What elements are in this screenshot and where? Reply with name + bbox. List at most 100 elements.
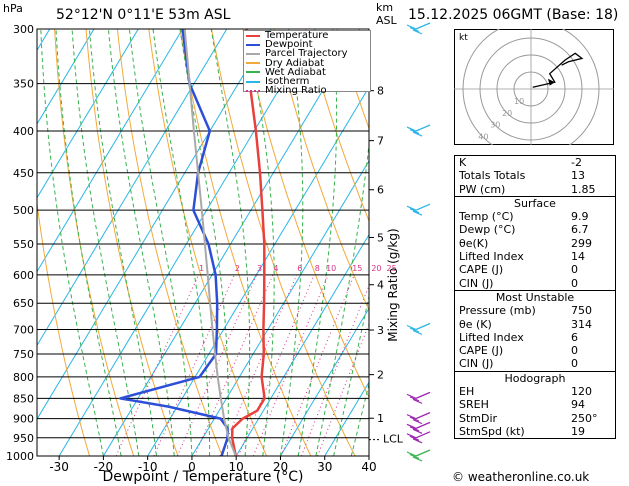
hodograph-ring-label: 30 <box>490 121 500 130</box>
legend-item: Mixing Ratio <box>244 86 370 96</box>
wet-adiabat-line <box>280 29 304 456</box>
height-tick-label: 6 <box>377 184 384 197</box>
table-row: CIN (J) 0 <box>455 357 615 370</box>
pressure-tick-label: 600 <box>13 269 34 282</box>
most-unstable-title: Most Unstable <box>495 290 575 304</box>
legend-swatch <box>246 62 260 65</box>
row-value: 94 <box>571 398 585 412</box>
dry-adiabat-line <box>619 29 629 456</box>
height-tick-label: 8 <box>377 85 384 98</box>
row-value: 314 <box>571 317 592 331</box>
wet-adiabat-line <box>350 382 369 456</box>
parcel-trajectory-profile <box>183 29 237 456</box>
hodograph-ring-label: 20 <box>502 109 512 118</box>
temperature-tick-label: 30 <box>317 460 332 474</box>
surface-title: Surface <box>514 196 556 210</box>
height-tick-label: 1 <box>377 412 384 425</box>
pressure-tick-label: 950 <box>13 432 34 445</box>
mixing-ratio-value-label: 2 <box>235 264 240 273</box>
plot-frame <box>36 28 370 457</box>
mixing-ratio-line <box>219 274 298 456</box>
temperature-axis: -30 -20 -10 0 10 20 30 40 <box>49 456 377 474</box>
row-value: 6 <box>571 330 578 344</box>
row-label: SREH <box>459 398 489 412</box>
row-label: θe(K) <box>459 236 489 250</box>
table-row: Dewp (°C) 6.7 <box>455 223 615 236</box>
legend-item: Dewpoint <box>244 40 370 50</box>
wet-adiabat-line <box>179 29 229 456</box>
legend-swatch <box>246 89 260 92</box>
legend-swatch <box>246 43 260 46</box>
pressure-tick-label: 750 <box>13 348 34 361</box>
isotherm-line <box>37 29 95 125</box>
table-row: SREH 94 <box>455 398 615 411</box>
row-label: Totals Totals <box>459 169 526 183</box>
row-value: 0 <box>571 344 578 358</box>
temperature-tick-label: 10 <box>229 460 244 474</box>
table-row: Pressure (mb) 750 <box>455 304 615 317</box>
table-row: CAPE (J) 0 <box>455 344 615 357</box>
asl-label: ASL <box>376 14 397 27</box>
pressure-tick-label: 700 <box>13 324 34 337</box>
temperature-tick-label: 40 <box>361 460 376 474</box>
wind-barb <box>406 322 431 336</box>
legend-item: Dry Adiabat <box>244 58 370 68</box>
mixing-ratio-value-label: 25 <box>387 264 397 273</box>
pressure-tick-label: 350 <box>13 78 34 91</box>
row-value: 14 <box>571 250 585 264</box>
height-tick-label: 7 <box>377 135 384 148</box>
height-tick-label: 5 <box>377 231 384 244</box>
temperature-tick-label: 0 <box>188 460 196 474</box>
temperature-tick-label: 20 <box>273 460 288 474</box>
pressure-tick-label: 400 <box>13 125 34 138</box>
isotherm-line <box>58 29 316 456</box>
row-value: 120 <box>571 385 592 399</box>
row-label: CAPE (J) <box>459 344 504 358</box>
row-label: K <box>459 156 467 169</box>
wet-adiabat-line <box>210 29 251 456</box>
pressure-unit-label: hPa <box>3 2 23 15</box>
pressure-tick-label: 650 <box>13 297 34 310</box>
table-row: Temp (°C) 9.9 <box>455 210 615 223</box>
legend-swatch <box>246 80 260 83</box>
location-title: 52°12'N 0°11'E 53m ASL <box>56 7 231 23</box>
wind-barbs <box>406 22 431 462</box>
wet-adiabat-line <box>246 29 275 456</box>
height-axis: 8 7 6 5 4 3 2 1 LCL <box>369 85 404 446</box>
row-value: -2 <box>571 156 582 169</box>
legend-swatch <box>246 34 260 37</box>
isotherm-line <box>147 86 369 456</box>
profiles <box>119 29 266 456</box>
isotherm-line <box>0 29 5 456</box>
row-value: 0 <box>571 276 578 290</box>
table-row: Lifted Index 14 <box>455 250 615 263</box>
hodograph-unit-label: kt <box>459 33 468 43</box>
background-lines <box>0 29 629 456</box>
table-row: θe (K) 314 <box>455 318 615 331</box>
temperature-tick-label: -20 <box>94 460 114 474</box>
wind-barb <box>406 421 431 434</box>
hodograph-trace <box>532 52 584 88</box>
wet-adiabat-line <box>128 29 193 456</box>
mixing-ratio-value-label: 1 <box>199 264 204 273</box>
row-label: EH <box>459 385 475 399</box>
row-label: StmSpd (kt) <box>459 424 525 438</box>
legend-swatch <box>246 71 260 74</box>
legend: Temperature Dewpoint Parcel Trajectory Dry … <box>243 30 371 96</box>
legend-swatch <box>246 52 260 55</box>
mixing-ratio-value-label: 15 <box>352 264 362 273</box>
table-row: Lifted Index 6 <box>455 331 615 344</box>
row-value: 0 <box>571 357 578 371</box>
pressure-tick-label: 900 <box>13 413 34 426</box>
mixing-ratio-labels: 1 2 3 4 6 8 10 15 20 25 <box>199 264 397 273</box>
pressure-tick-label: 500 <box>13 204 34 217</box>
isotherm-line <box>37 29 272 421</box>
legend-item: Isotherm <box>244 76 370 87</box>
dewpoint-profile <box>119 29 229 456</box>
pressure-tick-label: 800 <box>13 371 34 384</box>
dry-adiabat-line <box>54 29 135 456</box>
wind-barb <box>406 203 431 216</box>
indices-table: K -2 Totals Totals 13 PW (cm) 1.85 Surface Te… <box>454 155 616 440</box>
